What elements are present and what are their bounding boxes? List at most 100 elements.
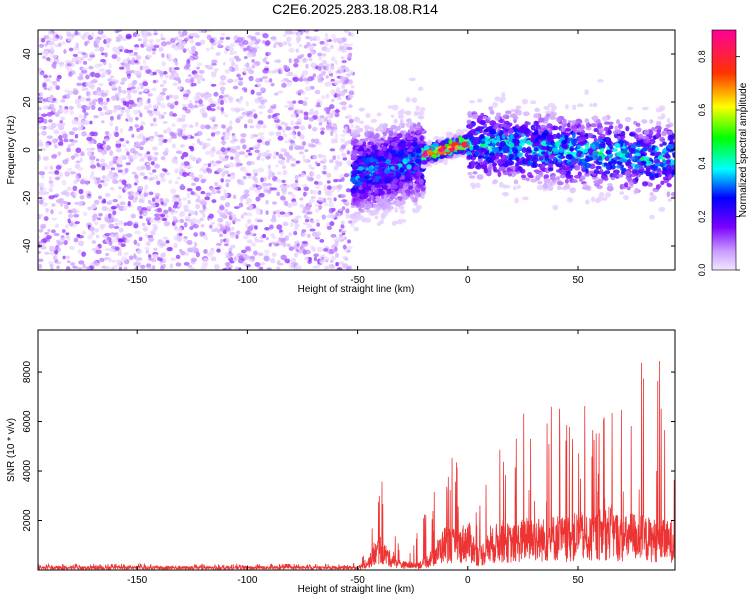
- spectrogram-cell: [68, 106, 74, 110]
- spectrogram-cell: [39, 91, 44, 97]
- spectrogram-cell: [393, 192, 398, 197]
- spectrogram-cell: [309, 228, 316, 232]
- spectrogram-cell: [38, 155, 41, 161]
- spectrogram-cell: [115, 39, 121, 42]
- spectrogram-cell: [329, 159, 334, 164]
- spectrogram-cell: [117, 86, 122, 91]
- spectrogram-cell: [317, 153, 322, 158]
- spectrogram-cell: [168, 94, 174, 99]
- spectrogram-cell: [181, 103, 187, 107]
- spectrogram-cell: [472, 171, 478, 175]
- spectrogram-cell: [382, 197, 388, 203]
- spectrogram-cell: [335, 211, 339, 217]
- spectrogram-cell: [512, 185, 517, 191]
- spectrogram-cell: [384, 178, 392, 184]
- spectrogram-cell: [338, 38, 344, 44]
- spectrogram-cell: [78, 114, 83, 119]
- spectrogram-cell: [319, 259, 325, 264]
- spectrogram-cell: [46, 57, 51, 62]
- spectrogram-cell: [205, 142, 211, 147]
- spectrogram-cell: [90, 159, 95, 165]
- spectrogram-cell: [92, 98, 99, 103]
- spectrogram-cell: [47, 97, 53, 102]
- spectrogram-cell: [404, 188, 411, 194]
- spectrogram-cell: [341, 176, 345, 182]
- spectrogram-cell: [319, 115, 325, 119]
- spectrogram-cell: [67, 38, 73, 42]
- spectrogram-cell: [244, 223, 249, 229]
- spectrogram-cell: [204, 91, 210, 95]
- spectrogram-cell: [182, 96, 188, 100]
- spectrogram-cell: [206, 138, 212, 142]
- spectrogram-cell: [227, 125, 233, 131]
- spectrogram-cell: [294, 215, 302, 220]
- spectrogram-cell: [303, 256, 309, 261]
- spectrogram-cell: [224, 178, 232, 183]
- spectrogram-cell: [175, 254, 181, 260]
- spectrogram-cell: [270, 36, 277, 40]
- spectrogram-cell: [173, 46, 180, 51]
- spectrogram-cell: [176, 128, 182, 134]
- spectrogram-cell: [245, 263, 251, 268]
- spectrogram-cell: [94, 72, 101, 78]
- spectrogram-cell: [339, 68, 345, 74]
- spectrogram-cell: [210, 256, 217, 262]
- spectrogram-cell: [67, 90, 74, 95]
- spectrogram-cell: [62, 108, 70, 114]
- spectrogram-cell: [127, 75, 131, 80]
- spectrogram-cell: [190, 82, 197, 87]
- spectrogram-cell: [51, 229, 56, 234]
- spectrogram-cell: [140, 264, 146, 269]
- spectrogram-cell: [314, 161, 319, 165]
- spectrogram-cell: [278, 69, 282, 75]
- spectrogram-cell: [165, 95, 170, 101]
- spectrogram-cell: [278, 42, 283, 48]
- spectrogram-cell: [347, 94, 354, 99]
- spectrogram-cell: [146, 205, 152, 210]
- spectrogram-cell: [82, 108, 87, 113]
- spectrogram-cell: [150, 122, 154, 127]
- spectrogram-cell: [265, 61, 270, 65]
- spectrogram-cell: [148, 254, 152, 259]
- spectrogram-cell: [249, 255, 256, 260]
- spectrogram-cell: [153, 213, 161, 218]
- spectrogram-cell: [154, 163, 160, 169]
- spectrogram-cell: [287, 191, 293, 195]
- spectrogram-cell: [236, 73, 241, 78]
- spectrogram-cell: [189, 210, 195, 215]
- spectrogram-cell: [136, 103, 140, 107]
- spectrogram-cell: [360, 217, 367, 223]
- spectrogram-cell: [127, 200, 131, 207]
- spectrogram-cell: [242, 144, 247, 150]
- spectrogram-cell: [295, 249, 300, 253]
- spectrogram-cell: [202, 146, 206, 150]
- spectrogram-cell: [376, 112, 382, 117]
- spectrogram-cell: [402, 158, 408, 163]
- spectrogram-cell: [249, 224, 255, 229]
- spectrogram-cell: [358, 127, 364, 133]
- spectrogram-cell: [199, 217, 204, 222]
- spectrogram-cell: [97, 107, 103, 112]
- spectrogram-cell: [433, 136, 440, 141]
- spectrogram-cell: [160, 254, 164, 259]
- spectrogram-cell: [207, 163, 212, 168]
- spectrogram-cell: [379, 179, 386, 185]
- spectrogram-cell: [109, 120, 113, 127]
- spectrogram-cell: [378, 171, 385, 177]
- spectrogram-cell: [158, 136, 165, 143]
- spectrogram-cell: [250, 89, 255, 95]
- spectrogram-cell: [324, 202, 328, 207]
- spectrogram-cell: [627, 106, 634, 111]
- spectrogram-cell: [330, 132, 334, 137]
- spectrogram-cell: [52, 107, 57, 113]
- spectrogram-cell: [312, 154, 318, 160]
- spectrogram-cell: [99, 111, 105, 117]
- spectrogram-cell: [160, 177, 167, 183]
- spectrogram-cell: [38, 171, 46, 176]
- spectrogram-cell: [233, 50, 237, 55]
- spectrogram-cell: [161, 257, 167, 262]
- spectrogram-cell: [196, 92, 203, 96]
- spectrogram-cell: [282, 221, 289, 227]
- spectrogram-cell: [288, 106, 295, 111]
- spectrogram-cell: [117, 34, 123, 40]
